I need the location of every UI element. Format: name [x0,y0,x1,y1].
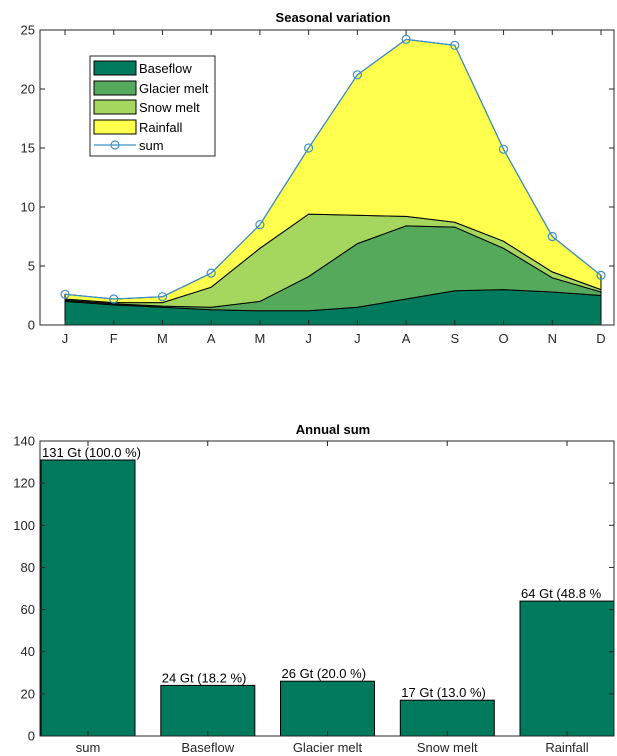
y-tick-label: 15 [21,141,35,156]
bar-snow-melt [399,699,495,737]
legend-swatch-rainfall [93,119,137,135]
sum-point-3 [206,268,216,278]
sum-point-6 [352,70,362,80]
sum-point-9 [498,144,509,154]
annual-y-ticks: 0 20 40 60 80 100 120 140 [13,434,614,744]
y-tick-label: 60 [21,602,35,617]
y-tick-label: 5 [28,259,35,274]
sum-line [64,38,602,300]
annual-bar-labels: 131 Gt (100.0 %) 24 Gt (18.2 %) 26 Gt (20.… [42,445,602,700]
bar-value-label: 26 Gt (20.0 %) [282,666,367,681]
seasonal-variation-chart: Seasonal variation J F M A M J J A S O N D 0 5 10 15 20… [21,10,615,346]
bar-value-label: 131 Gt (100.0 %) [42,445,141,460]
y-tick-label: 20 [21,82,35,97]
x-tick-label: Rainfall [545,740,588,755]
sum-point-11 [596,270,606,280]
x-tick-label: Glacier melt [293,740,363,755]
y-tick-label: 100 [13,518,35,533]
x-tick-label: A [402,331,411,346]
y-tick-label: 0 [28,729,35,744]
sum-series [60,34,606,304]
seasonal-legend: Baseflow Glacier melt Snow melt Rainfall… [89,55,216,157]
legend-marker-sum [110,140,120,150]
x-tick-label: F [110,331,118,346]
x-tick-label: J [305,331,312,346]
legend-swatch-baseflow [93,60,137,76]
x-tick-label: J [62,331,69,346]
y-tick-label: 20 [21,686,35,701]
y-tick-label: 0 [28,318,35,333]
y-tick-label: 80 [21,560,35,575]
x-tick-label: M [254,331,265,346]
seasonal-chart-title: Seasonal variation [276,10,391,25]
x-tick-label: D [596,331,605,346]
legend-swatch-glacier-melt [93,80,137,96]
y-tick-label: 40 [21,644,35,659]
legend-label-sum: sum [139,138,164,153]
x-tick-label: N [548,331,557,346]
sum-point-8 [450,40,460,50]
bar-glacier-melt [280,680,375,737]
legend-label-snow-melt: Snow melt [139,100,200,115]
sum-point-10 [547,231,557,242]
sum-point-4 [255,220,265,230]
annual-x-ticks: sum Baseflow Glacier melt Snow melt Rainfall [76,441,589,755]
y-tick-label: 25 [21,23,35,38]
x-tick-label: sum [76,740,101,755]
x-tick-label: A [207,331,216,346]
sum-point-7 [401,34,411,45]
legend-label-glacier-melt: Glacier melt [139,81,209,96]
sum-point-1 [109,294,119,304]
legend-label-rainfall: Rainfall [139,120,182,135]
annual-chart-title: Annual sum [296,422,370,437]
sum-point-0 [60,289,70,299]
seasonal-plot-frame [39,29,615,326]
annual-sum-chart: Annual sum 131 Gt (100.0 %) 24 Gt (18.2 %… [13,422,615,755]
y-tick-label: 10 [21,200,35,215]
bar-value-label: 24 Gt (18.2 %) [162,670,247,685]
y-tick-label: 120 [13,476,35,491]
x-tick-label: O [498,331,508,346]
bar-rainfall [519,600,615,737]
seasonal-y-ticks: 0 5 10 15 20 25 [21,23,614,333]
legend-swatch-snow-melt [93,99,137,115]
y-tick-label: 140 [13,434,35,449]
legend-label-baseflow: Baseflow [139,61,192,76]
x-tick-label: Snow melt [417,740,478,755]
bar-baseflow [160,684,256,737]
x-tick-label: M [157,331,168,346]
stacked-areas [64,38,602,326]
x-tick-label: S [450,331,459,346]
bar-value-label: 17 Gt (13.0 %) [401,685,486,700]
bar-value-label: 64 Gt (48.8 % [521,586,602,601]
sum-point-2 [157,292,168,302]
x-tick-label: J [354,331,361,346]
x-tick-label: Baseflow [181,740,234,755]
bar-sum [40,459,136,737]
sum-point-5 [304,143,314,153]
